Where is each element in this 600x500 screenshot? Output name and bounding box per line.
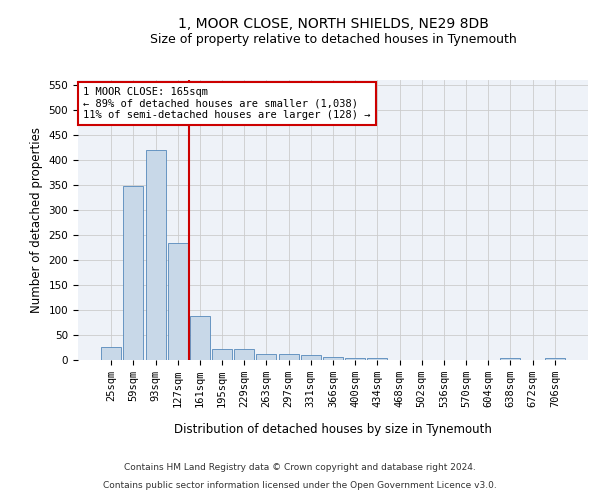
Bar (212, 348, 232, 360)
Bar (234, 348, 254, 360)
Text: 1, MOOR CLOSE, NORTH SHIELDS, NE29 8DB: 1, MOOR CLOSE, NORTH SHIELDS, NE29 8DB (178, 18, 488, 32)
Bar (146, 150, 166, 360)
Bar (101, 346, 121, 360)
Bar (545, 358, 565, 360)
Bar (278, 354, 299, 360)
Bar (345, 358, 365, 360)
Bar (367, 358, 388, 360)
Y-axis label: Number of detached properties: Number of detached properties (30, 127, 43, 313)
Text: Contains public sector information licensed under the Open Government Licence v3: Contains public sector information licen… (103, 481, 497, 490)
Bar (190, 316, 210, 360)
Bar (323, 357, 343, 360)
Text: Distribution of detached houses by size in Tynemouth: Distribution of detached houses by size … (174, 422, 492, 436)
Bar (168, 243, 188, 360)
Text: 1 MOOR CLOSE: 165sqm
← 89% of detached houses are smaller (1,038)
11% of semi-de: 1 MOOR CLOSE: 165sqm ← 89% of detached h… (83, 87, 371, 120)
Bar (124, 186, 143, 360)
Text: Size of property relative to detached houses in Tynemouth: Size of property relative to detached ho… (149, 32, 517, 46)
Bar (256, 354, 277, 360)
Bar (301, 355, 321, 360)
Bar (500, 358, 520, 360)
Text: Contains HM Land Registry data © Crown copyright and database right 2024.: Contains HM Land Registry data © Crown c… (124, 464, 476, 472)
